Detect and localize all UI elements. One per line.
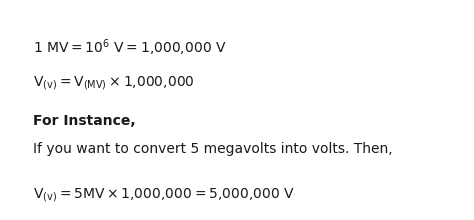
Text: For Instance,: For Instance, (33, 114, 136, 128)
Text: $1\ \mathrm{MV} = 10^6\ \mathrm{V} = 1{,}000{,}000\ \mathrm{V}$: $1\ \mathrm{MV} = 10^6\ \mathrm{V} = 1{,… (33, 37, 227, 58)
Text: $\mathrm{V}_{(\mathrm{v})} = 5\mathrm{MV} \times 1{,}000{,}000 = 5{,}000{,}000\ : $\mathrm{V}_{(\mathrm{v})} = 5\mathrm{MV… (33, 186, 295, 204)
Text: If you want to convert 5 megavolts into volts. Then,: If you want to convert 5 megavolts into … (33, 142, 393, 156)
Text: $\mathrm{V}_{(\mathrm{v})} = \mathrm{V}_{(\mathrm{MV})} \times 1{,}000{,}000$: $\mathrm{V}_{(\mathrm{v})} = \mathrm{V}_… (33, 74, 195, 92)
